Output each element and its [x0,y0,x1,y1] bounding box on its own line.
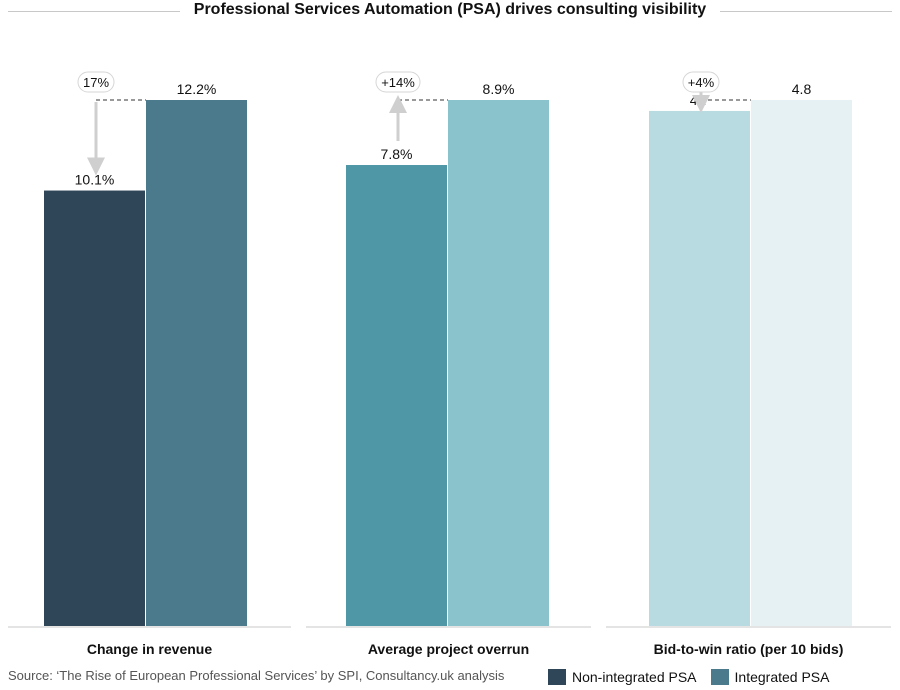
change-bubble-1 [375,71,421,93]
change-bubble-0 [77,71,115,93]
category-label-1: Average project overrun [368,641,529,657]
bar-1-0 [346,165,447,626]
bar-2-0 [649,110,750,627]
legend-label-non-integrated: Non-integrated PSA [572,669,697,685]
change-label-2: +4% [688,75,715,90]
title-rule-right [710,11,892,12]
legend-swatch-non-integrated [548,669,566,685]
bar-value-label-2-1: 4.8 [792,81,812,97]
bar-2-1 [751,100,852,626]
legend-label-integrated: Integrated PSA [734,669,830,685]
category-label-0: Change in revenue [87,641,212,657]
change-bubble-2 [682,71,720,93]
change-label-1: +14% [381,75,415,90]
bar-1-1 [448,100,549,626]
bar-value-label-0-1: 12.2% [177,81,217,97]
bar-value-label-0-0: 10.1% [75,172,115,188]
bar-0-1 [146,100,247,626]
title-rule-left [8,11,188,12]
legend-item-non-integrated: Non-integrated PSA [548,669,697,685]
title-row: Professional Services Automation (PSA) d… [0,0,900,24]
legend: Non-integrated PSA Integrated PSA [548,669,829,685]
bar-value-label-1-1: 8.9% [483,81,515,97]
category-label-2: Bid-to-win ratio (per 10 bids) [654,641,844,657]
bar-chart: 10.1% 12.2% 17% Change in revenue 7.8% 8.9% +1… [8,71,891,657]
change-label-0: 17% [83,75,109,90]
legend-item-integrated: Integrated PSA [710,669,830,685]
bar-value-label-1-0: 7.8% [381,146,413,162]
chart-title: Professional Services Automation (PSA) d… [0,1,900,19]
source-note: Source: ‘The Rise of European Profession… [8,668,505,683]
legend-swatch-integrated [710,669,729,685]
bar-0-0 [44,190,145,626]
